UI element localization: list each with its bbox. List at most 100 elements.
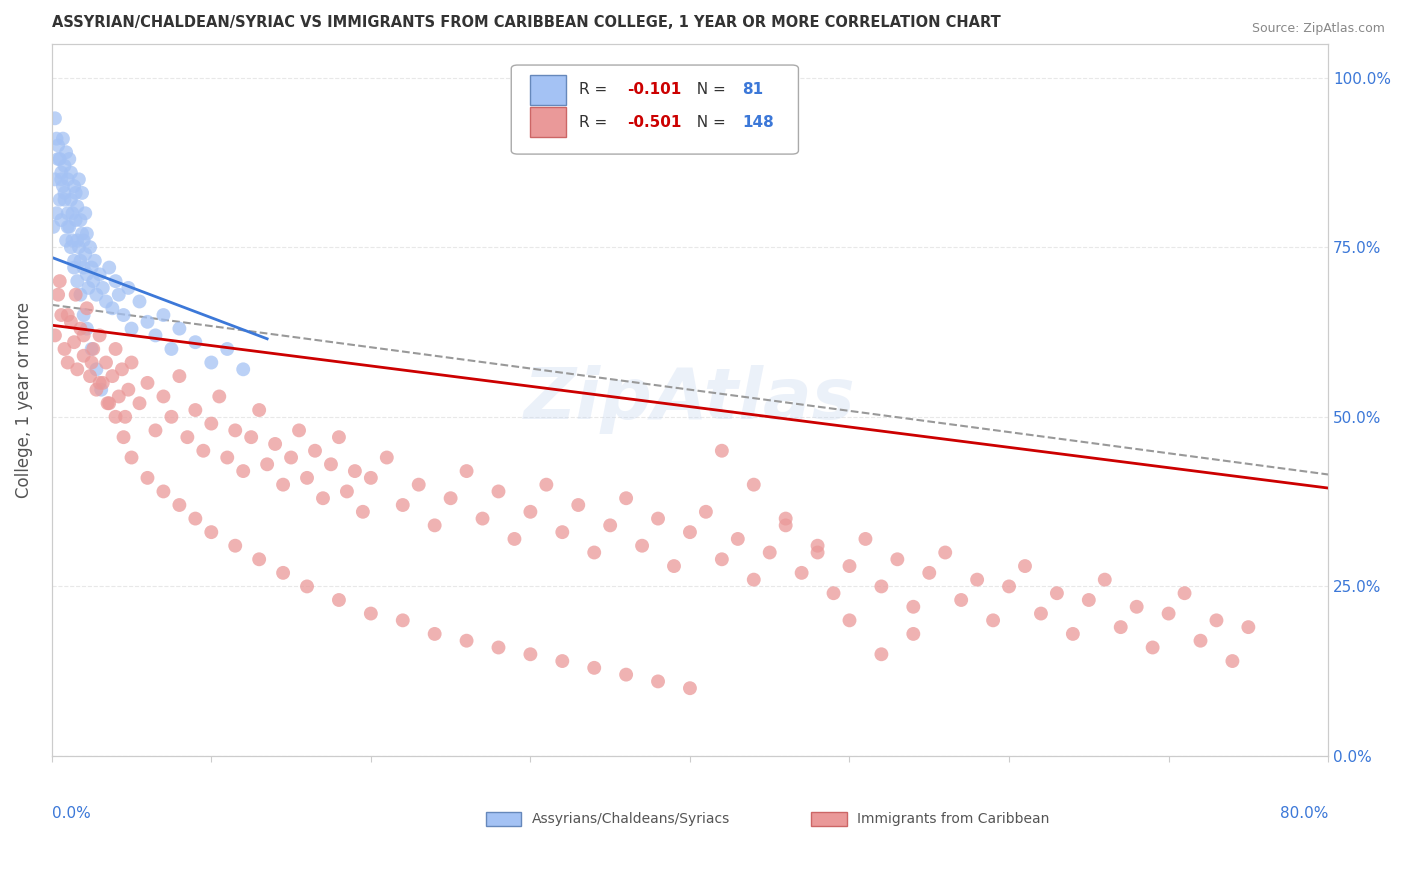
Point xyxy=(662,559,685,574)
Point xyxy=(1222,654,1244,668)
Point xyxy=(56,206,79,220)
Point xyxy=(76,227,98,241)
Point xyxy=(966,573,988,587)
Point xyxy=(352,505,374,519)
Point xyxy=(1062,627,1084,641)
Point xyxy=(503,532,526,546)
Point xyxy=(336,484,359,499)
Point xyxy=(53,342,76,356)
Point xyxy=(136,315,159,329)
Point xyxy=(63,253,86,268)
Point xyxy=(107,287,129,301)
Point xyxy=(136,471,159,485)
Point xyxy=(52,131,75,145)
Point xyxy=(950,593,973,607)
Point xyxy=(51,308,73,322)
Point xyxy=(614,667,637,681)
Point xyxy=(271,477,294,491)
Point xyxy=(97,396,120,410)
Point xyxy=(128,294,150,309)
Point xyxy=(288,423,311,437)
Point xyxy=(58,152,80,166)
Point xyxy=(1142,640,1164,655)
Point xyxy=(193,443,215,458)
Point xyxy=(121,355,143,369)
Point xyxy=(83,253,105,268)
Point xyxy=(46,287,69,301)
Point xyxy=(838,613,860,627)
Point xyxy=(152,308,174,322)
Point xyxy=(886,552,908,566)
Text: ASSYRIAN/CHALDEAN/SYRIAC VS IMMIGRANTS FROM CARIBBEAN COLLEGE, 1 YEAR OR MORE CO: ASSYRIAN/CHALDEAN/SYRIAC VS IMMIGRANTS F… xyxy=(52,15,1001,30)
Point xyxy=(56,308,79,322)
Point xyxy=(328,430,350,444)
Point xyxy=(679,681,702,696)
Point xyxy=(456,633,478,648)
Point xyxy=(76,301,98,316)
Point xyxy=(200,355,222,369)
Point xyxy=(67,172,90,186)
Point xyxy=(217,450,239,465)
Point xyxy=(136,376,159,390)
Point xyxy=(45,206,67,220)
Point xyxy=(247,552,270,566)
Point xyxy=(295,579,318,593)
Point xyxy=(94,294,117,309)
Point xyxy=(46,152,69,166)
Point xyxy=(117,281,139,295)
Point xyxy=(375,450,398,465)
Point xyxy=(224,423,246,437)
Point xyxy=(145,328,167,343)
Point xyxy=(86,383,108,397)
Point xyxy=(631,539,654,553)
Point xyxy=(217,342,239,356)
Point xyxy=(295,471,318,485)
Point xyxy=(360,471,382,485)
Point xyxy=(55,145,77,160)
Point xyxy=(128,396,150,410)
Point xyxy=(256,458,278,472)
Point xyxy=(160,342,183,356)
Y-axis label: College, 1 year or more: College, 1 year or more xyxy=(15,301,32,498)
Point xyxy=(73,328,96,343)
Point xyxy=(903,627,925,641)
Point xyxy=(80,260,103,275)
Point xyxy=(46,138,69,153)
Point xyxy=(112,308,135,322)
Text: N =: N = xyxy=(688,82,731,97)
Point xyxy=(52,179,75,194)
Point xyxy=(66,199,89,213)
Text: R =: R = xyxy=(579,82,612,97)
Point xyxy=(112,430,135,444)
Point xyxy=(1109,620,1132,634)
FancyBboxPatch shape xyxy=(811,812,846,826)
Point xyxy=(69,321,91,335)
Point xyxy=(114,409,136,424)
Point xyxy=(200,525,222,540)
Point xyxy=(870,647,893,661)
Point xyxy=(870,579,893,593)
Point xyxy=(679,525,702,540)
Point xyxy=(918,566,941,580)
Point xyxy=(169,369,191,384)
Point xyxy=(998,579,1021,593)
Point xyxy=(1046,586,1069,600)
Point xyxy=(439,491,461,506)
Point xyxy=(855,532,877,546)
Point xyxy=(79,240,101,254)
Text: R =: R = xyxy=(579,114,612,129)
Point xyxy=(981,613,1004,627)
FancyBboxPatch shape xyxy=(485,812,522,826)
Point xyxy=(775,511,797,525)
Point xyxy=(727,532,749,546)
Point xyxy=(101,301,124,316)
Point xyxy=(280,450,302,465)
Point xyxy=(423,518,446,533)
Point xyxy=(48,152,70,166)
Point xyxy=(89,328,111,343)
Point xyxy=(232,362,254,376)
Point xyxy=(63,260,86,275)
Point xyxy=(89,376,111,390)
Point xyxy=(66,362,89,376)
Point xyxy=(69,213,91,227)
